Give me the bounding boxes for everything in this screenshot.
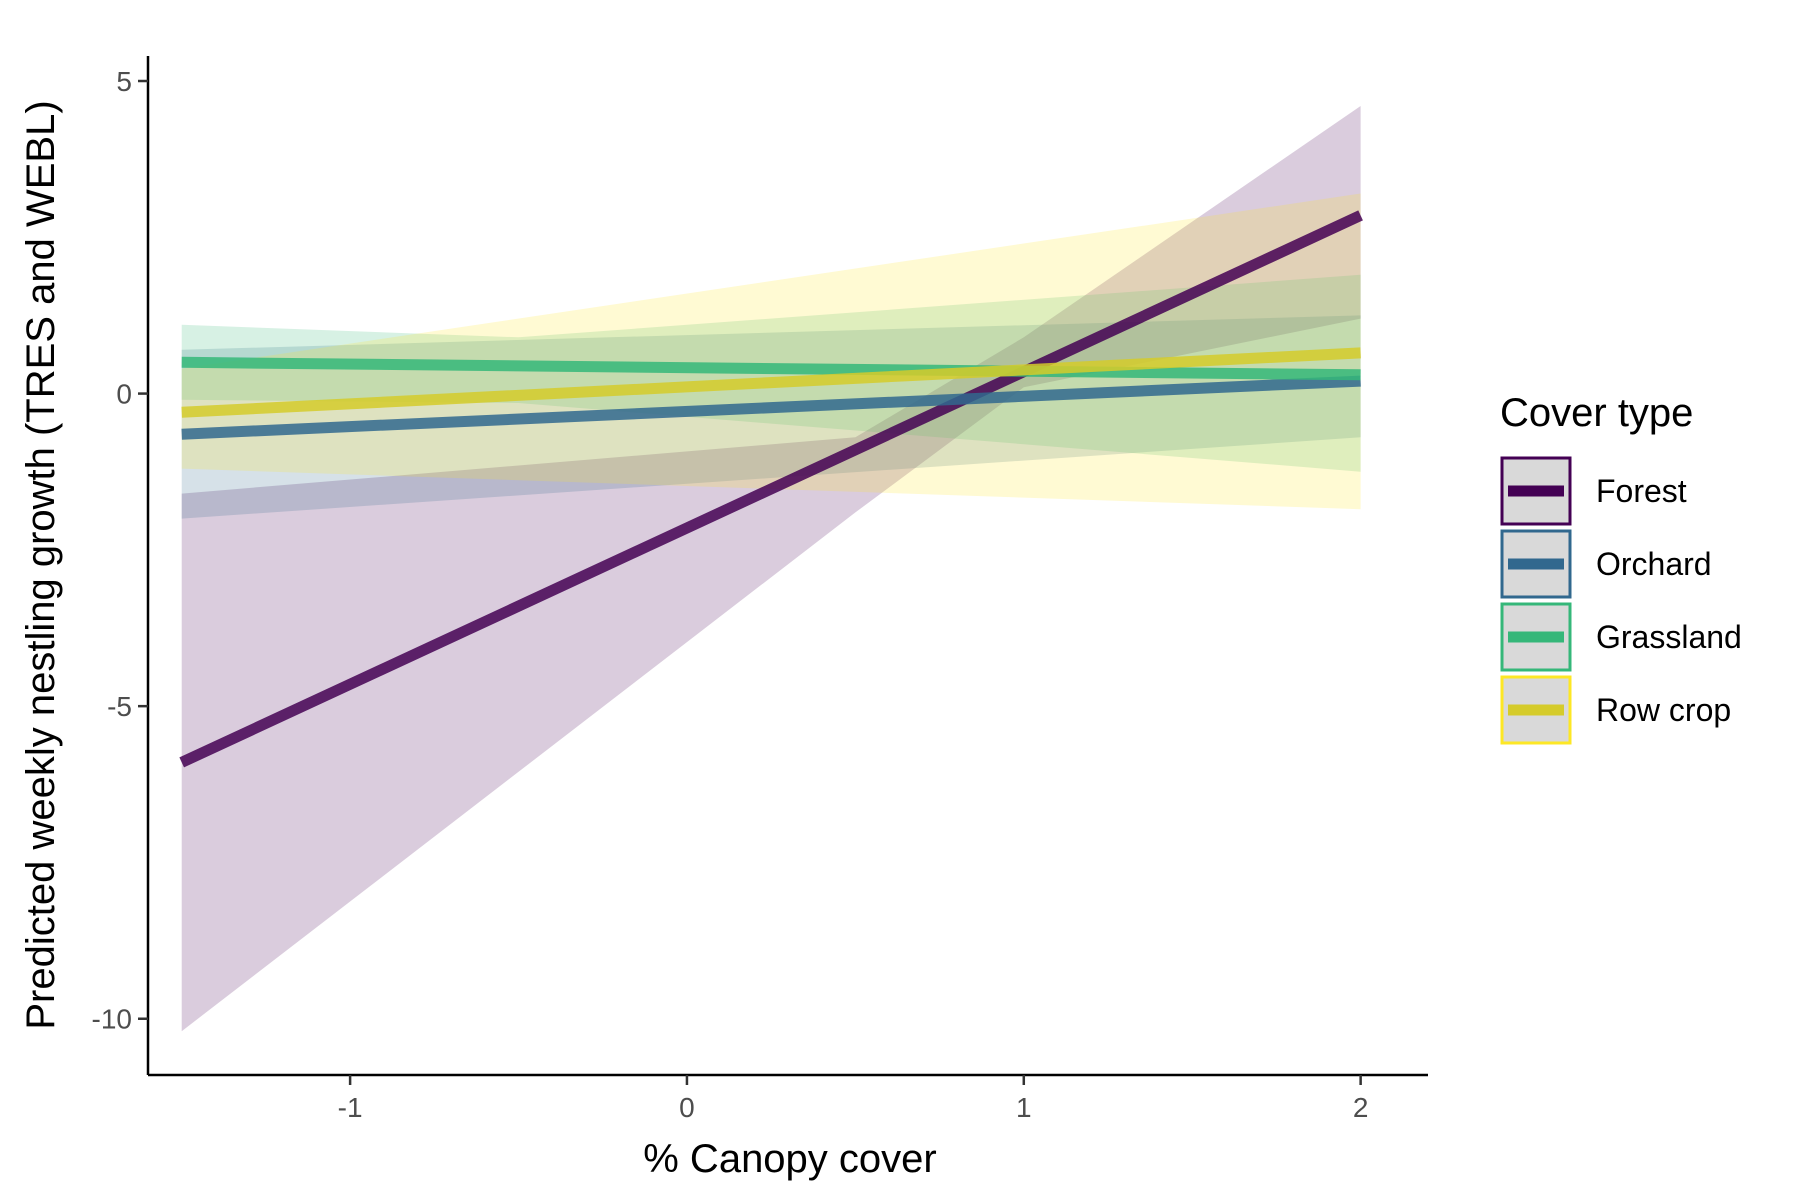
legend-label-forest: Forest	[1596, 473, 1687, 509]
y-axis-title: Predicted weekly nestling growth (TRES a…	[19, 100, 63, 1029]
line-orchard	[181, 375, 1361, 440]
ribbon-forest	[181, 106, 1361, 1032]
ribbon-row-crop	[181, 193, 1361, 510]
x-tick-label: -1	[338, 1092, 363, 1123]
line-row-crop	[181, 347, 1361, 418]
legend-label-row-crop: Row crop	[1596, 692, 1731, 728]
y-tick-label: -10	[92, 1004, 132, 1035]
x-tick-label: 2	[1353, 1092, 1369, 1123]
trend-lines	[179, 210, 1363, 768]
y-tick-label: 0	[116, 379, 132, 410]
y-tick-label: -5	[107, 691, 132, 722]
legend-title: Cover type	[1500, 391, 1693, 435]
x-axis-title: % Canopy cover	[643, 1137, 936, 1181]
legend-label-orchard: Orchard	[1596, 546, 1712, 582]
confidence-ribbons	[181, 106, 1361, 1032]
legend-label-grassland: Grassland	[1596, 619, 1742, 655]
line-grassland	[181, 356, 1361, 381]
y-tick-label: 5	[116, 66, 132, 97]
x-tick-label: 1	[1016, 1092, 1032, 1123]
x-tick-label: 0	[679, 1092, 695, 1123]
x-axis-ticks: -1 0 1 2	[338, 1075, 1369, 1123]
y-axis-ticks: 5 0 -5 -10	[92, 66, 148, 1035]
legend: Cover type Forest Orchard Grassland Row cro…	[1500, 391, 1742, 745]
line-forest	[179, 210, 1363, 768]
